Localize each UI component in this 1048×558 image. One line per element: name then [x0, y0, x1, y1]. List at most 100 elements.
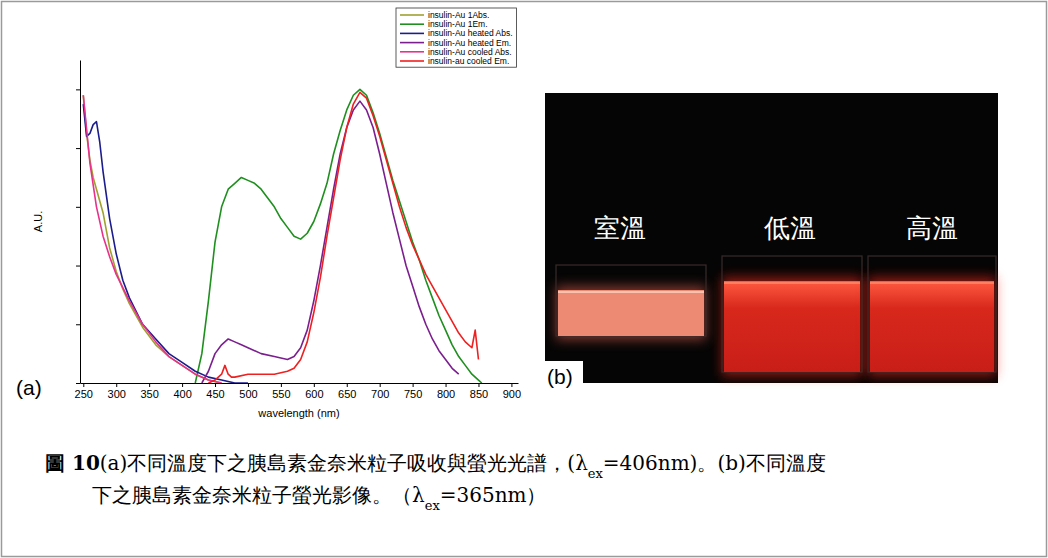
caption-text: 下之胰島素金奈米粒子螢光影像。（λ — [92, 483, 425, 507]
y-tick-mark — [76, 148, 80, 149]
x-tick: 850 — [470, 383, 488, 400]
x-tick-mark — [380, 383, 381, 387]
y-axis-title: A.U. — [32, 211, 44, 232]
caption-line: 下之胰島素金奈米粒子螢光影像。（λex=365nm） — [92, 483, 547, 513]
x-tick-label: 250 — [75, 388, 93, 400]
x-tick-mark — [446, 383, 447, 387]
y-axis — [76, 61, 81, 384]
y-tick-mark — [76, 383, 80, 384]
spectrum-line — [195, 89, 482, 383]
legend-swatch — [400, 23, 424, 25]
x-tick-mark — [413, 383, 414, 387]
spectrum-line — [83, 95, 221, 383]
y-axis-line — [80, 61, 81, 384]
x-tick: 450 — [206, 383, 224, 400]
legend-frame — [396, 8, 517, 67]
x-tick-label: 700 — [371, 388, 389, 400]
panel-label: (b) — [547, 365, 573, 388]
spectrum-line — [208, 92, 478, 383]
x-tick-label: 550 — [272, 388, 290, 400]
x-tick: 900 — [503, 383, 521, 400]
figure: 250 300 350 400 450 500 550 600 650 700 750 800 850 9… — [0, 0, 1048, 558]
x-tick-label: 800 — [437, 388, 455, 400]
x-axis: 250 300 350 400 450 500 550 600 650 700 750 800 850 9… — [75, 383, 521, 400]
y-tick — [76, 266, 80, 267]
x-tick-mark — [149, 383, 150, 387]
x-tick-label: 500 — [239, 388, 257, 400]
spectrum-line — [83, 95, 221, 383]
x-tick: 500 — [239, 383, 257, 400]
x-tick-mark — [478, 383, 479, 387]
caption-line: 圖 10(a)不同溫度下之胰島素金奈米粒子吸收與螢光光譜，(λex=406nm)… — [45, 451, 826, 481]
vial-glass — [722, 256, 862, 372]
sample-label: 低溫 — [764, 213, 816, 243]
y-tick-mark — [76, 207, 80, 208]
vial-liquid — [558, 290, 704, 336]
sample-label: 室溫 — [594, 213, 646, 243]
spectrum-line — [202, 101, 459, 383]
x-tick-label: 650 — [338, 388, 356, 400]
vial-glass — [868, 256, 996, 372]
x-tick-mark — [281, 383, 282, 387]
x-tick: 750 — [404, 383, 422, 400]
caption: 圖 10(a)不同溫度下之胰島素金奈米粒子吸收與螢光光譜，(λex=406nm)… — [45, 451, 826, 513]
plot-lines — [83, 89, 481, 383]
vial-glow — [556, 286, 706, 340]
y-tick — [76, 207, 80, 208]
legend-swatch — [400, 51, 424, 53]
x-tick: 550 — [272, 383, 290, 400]
vial-meniscus — [870, 282, 994, 284]
x-tick-mark — [314, 383, 315, 387]
x-tick-label: 400 — [173, 388, 191, 400]
y-tick — [76, 383, 80, 384]
x-tick: 350 — [140, 383, 158, 400]
x-tick-mark — [215, 383, 216, 387]
x-tick-mark — [182, 383, 183, 387]
y-tick — [76, 324, 80, 325]
y-tick-mark — [76, 89, 80, 90]
caption-subscript: ex — [588, 466, 604, 481]
x-tick: 250 — [75, 383, 93, 400]
x-axis-line — [81, 383, 519, 384]
x-tick-mark — [347, 383, 348, 387]
x-tick: 300 — [108, 383, 126, 400]
photo: 室溫 低溫 高溫 (b) — [545, 93, 998, 388]
sample-label: 高溫 — [906, 213, 958, 243]
vial-glass — [556, 265, 706, 336]
vial-liquid — [724, 281, 860, 372]
x-axis-title: wavelength (nm) — [257, 407, 339, 419]
x-tick-label: 300 — [108, 388, 126, 400]
x-tick: 650 — [338, 383, 356, 400]
vial-glow — [722, 277, 862, 376]
x-tick-mark — [116, 383, 117, 387]
x-tick: 800 — [437, 383, 455, 400]
x-tick-label: 750 — [404, 388, 422, 400]
x-tick-mark — [511, 383, 512, 387]
x-tick-mark — [248, 383, 249, 387]
x-tick-label: 900 — [503, 388, 521, 400]
x-tick-label: 450 — [206, 388, 224, 400]
vial-meniscus — [724, 282, 860, 284]
x-tick: 700 — [371, 383, 389, 400]
x-tick: 400 — [173, 383, 191, 400]
x-tick: 600 — [305, 383, 323, 400]
vial-glow — [868, 277, 996, 376]
caption-subscript: ex — [425, 498, 441, 513]
legend-label: insulin-au cooled Em. — [428, 56, 509, 66]
legend-swatch — [400, 14, 424, 16]
x-tick-label: 850 — [470, 388, 488, 400]
photo-background — [545, 93, 998, 383]
caption-text: =406nm)。(b)不同溫度 — [603, 451, 826, 475]
spectrum-line — [83, 104, 248, 383]
legend-swatch — [400, 42, 424, 44]
figure-label: 圖 10 — [45, 451, 100, 475]
legend-swatch — [400, 33, 424, 35]
y-tick — [76, 148, 80, 149]
x-tick-mark — [83, 383, 84, 387]
caption-text: (a)不同溫度下之胰島素金奈米粒子吸收與螢光光譜，(λ — [100, 451, 588, 475]
y-tick-mark — [76, 266, 80, 267]
x-tick-label: 350 — [140, 388, 158, 400]
figure-border — [2, 2, 1047, 557]
legend: insulin-Au 1Abs.insulin-Au 1Em.insulin-A… — [396, 8, 517, 67]
y-tick — [76, 89, 80, 90]
